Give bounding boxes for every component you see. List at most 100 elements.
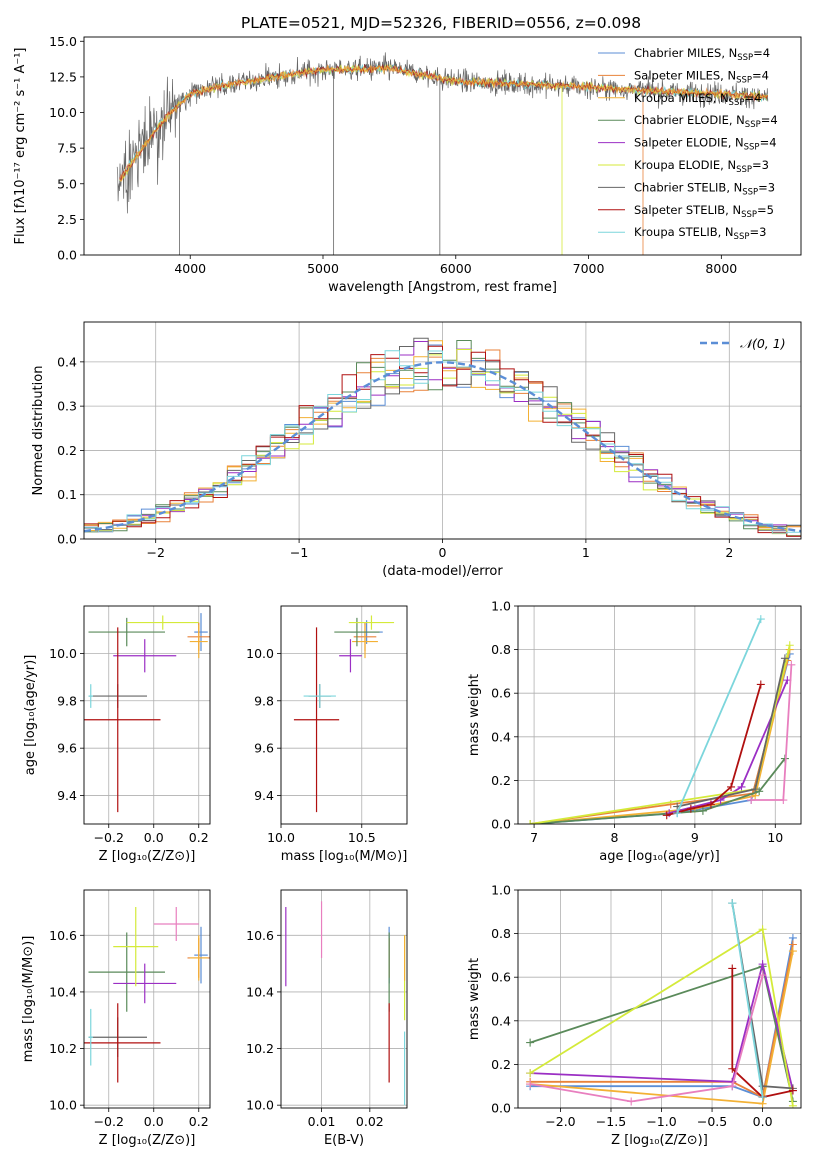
weight-marker	[758, 971, 767, 980]
legend-subscript: SSP	[745, 120, 761, 130]
y-tick-label: 9.4	[254, 788, 274, 803]
y-axis-label: Flux [fλ10⁻¹⁷ erg cm⁻² s⁻¹ A⁻¹]	[13, 48, 28, 245]
x-tick-label: 4000	[174, 261, 206, 276]
weight-marker	[728, 1064, 737, 1073]
y-tick-label: 0.0	[57, 532, 77, 547]
y-axis-label: mass weight	[467, 674, 482, 756]
y-axis-label: age [log₁₀(age/yr)]	[23, 655, 38, 776]
grid	[84, 890, 210, 1108]
legend-subscript: SSP	[741, 210, 757, 220]
legend-suffix: =4	[753, 46, 770, 60]
residuals-panel: −2 −1 0 1 2 0.0 0.1 0.2 0.3 0.4 (data-model)/error…	[31, 321, 802, 579]
axes-frame	[517, 605, 802, 825]
legend-label: Chabrier ELODIE, N	[634, 113, 745, 127]
weight-marker	[758, 1082, 767, 1091]
figure-title: PLATE=0521, MJD=52326, FIBERID=0556, z=0…	[241, 14, 641, 32]
x-tick-label: 0.2	[189, 1114, 209, 1129]
legend-suffix: =3	[758, 180, 775, 194]
weight-marker	[526, 820, 535, 824]
legend-entry: Chabrier STELIB, NSSP=3	[634, 180, 775, 197]
weight-marker	[662, 811, 671, 820]
legend-suffix: =4	[752, 68, 769, 82]
grid	[281, 890, 407, 1108]
legend-suffix: =5	[757, 203, 774, 217]
legend-entry: Kroupa STELIB, NSSP=3	[634, 225, 766, 242]
residual-histogram	[84, 350, 801, 534]
y-tick-label: 9.8	[57, 693, 77, 708]
plot-area	[526, 615, 796, 824]
x-tick-label: 10.5	[348, 830, 376, 845]
x-tick-label: 8000	[705, 261, 737, 276]
x-axis-label: Z [log₁₀(Z/Z⊙)]	[611, 1133, 708, 1148]
y-tick-label: 0.4	[57, 354, 77, 369]
y-tick-label: 10.0	[49, 105, 77, 120]
y-tick-label: 10.0	[246, 1098, 274, 1113]
legend-entry: Salpeter STELIB, NSSP=5	[634, 203, 774, 220]
age-vs-mass-panel: 10.0 10.5 9.4 9.6 9.8 10.0 mass [log₁₀(M/M⊙)]	[246, 605, 408, 864]
weight-marker	[788, 947, 797, 956]
weight-marker	[788, 1086, 797, 1095]
y-tick-label: 10.4	[49, 984, 77, 999]
y-tick-label: 9.4	[57, 788, 77, 803]
x-tick-label: −1.0	[646, 1114, 676, 1129]
y-axis-label: mass [log₁₀(M/M⊙)]	[21, 936, 36, 1063]
weight-marker	[526, 1038, 535, 1047]
x-axis-label: Z [log₁₀(Z/Z⊙)]	[99, 849, 196, 864]
y-tick-label: 1.0	[491, 883, 511, 898]
y-tick-label: 0.8	[491, 642, 511, 657]
weight-marker	[756, 680, 765, 689]
legend-subscript: SSP	[736, 75, 752, 85]
x-axis-label: Z [log₁₀(Z/Z⊙)]	[99, 1133, 196, 1148]
x-tick-label: 0.2	[189, 830, 209, 845]
legend-suffix: =3	[749, 225, 766, 239]
x-tick-label: 0.01	[308, 1114, 336, 1129]
weight-marker	[526, 1080, 535, 1089]
legend-label: Salpeter MILES, N	[634, 68, 736, 82]
y-tick-label: 10.4	[246, 984, 274, 999]
y-tick-label: 9.6	[254, 741, 274, 756]
y-tick-label: 0.6	[491, 686, 511, 701]
y-tick-label: 0.1	[57, 487, 77, 502]
plot-area	[526, 899, 797, 1108]
legend-subscript: SSP	[736, 165, 752, 175]
weight-vs-age-panel: 7 8 9 10 0.0 0.2 0.4 0.6 0.8 1.0 age [log₁₀(age/yr…	[467, 599, 802, 864]
legend-suffix: =3	[752, 158, 769, 172]
weight-marker	[751, 785, 760, 794]
grid	[280, 606, 407, 824]
plot-area	[84, 337, 801, 537]
spectrum-panel: 4000 5000 6000 7000 8000 0.0 2.5 5.0 7.5 10.0 12.5…	[13, 34, 802, 295]
x-tick-label: 8	[611, 830, 619, 845]
mass-vs-extinction-panel: 0.01 0.02 10.0 10.2 10.4 10.6 E(B-V)	[246, 889, 408, 1148]
legend-suffix: =4	[761, 113, 778, 127]
x-tick-label: −2	[146, 545, 164, 560]
weight-marker	[785, 641, 794, 650]
x-tick-label: 0.0	[753, 1114, 773, 1129]
weight-marker	[526, 1069, 535, 1078]
legend-subscript: SSP	[734, 232, 750, 242]
legend-suffix: =4	[760, 136, 777, 150]
x-axis-label: (data-model)/error	[382, 564, 503, 579]
plot-area	[293, 615, 395, 813]
weight-series-line	[530, 649, 791, 824]
weight-marker	[727, 782, 736, 791]
x-tick-label: −1	[290, 545, 308, 560]
x-tick-label: 10.0	[267, 830, 295, 845]
weight-marker	[758, 925, 767, 934]
legend-entry: Salpeter ELODIE, NSSP=4	[634, 136, 777, 153]
x-tick-label: −0.5	[697, 1114, 727, 1129]
plot-area	[84, 906, 210, 1083]
legend-subscript: SSP	[729, 98, 745, 108]
weight-marker	[728, 964, 737, 973]
weight-marker	[780, 654, 789, 663]
y-axis-label: Normed distribution	[31, 366, 46, 496]
x-tick-label: −0.2	[94, 1114, 124, 1129]
y-tick-label: 10.0	[49, 1098, 77, 1113]
legend-entry: Chabrier MILES, NSSP=4	[634, 46, 770, 63]
x-tick-label: −1.5	[596, 1114, 626, 1129]
x-tick-label: 0.0	[144, 1114, 164, 1129]
legend-subscript: SSP	[744, 143, 760, 153]
x-tick-label: 9	[691, 830, 699, 845]
y-tick-label: 10.2	[49, 1041, 77, 1056]
y-tick-label: 0.0	[491, 817, 511, 832]
